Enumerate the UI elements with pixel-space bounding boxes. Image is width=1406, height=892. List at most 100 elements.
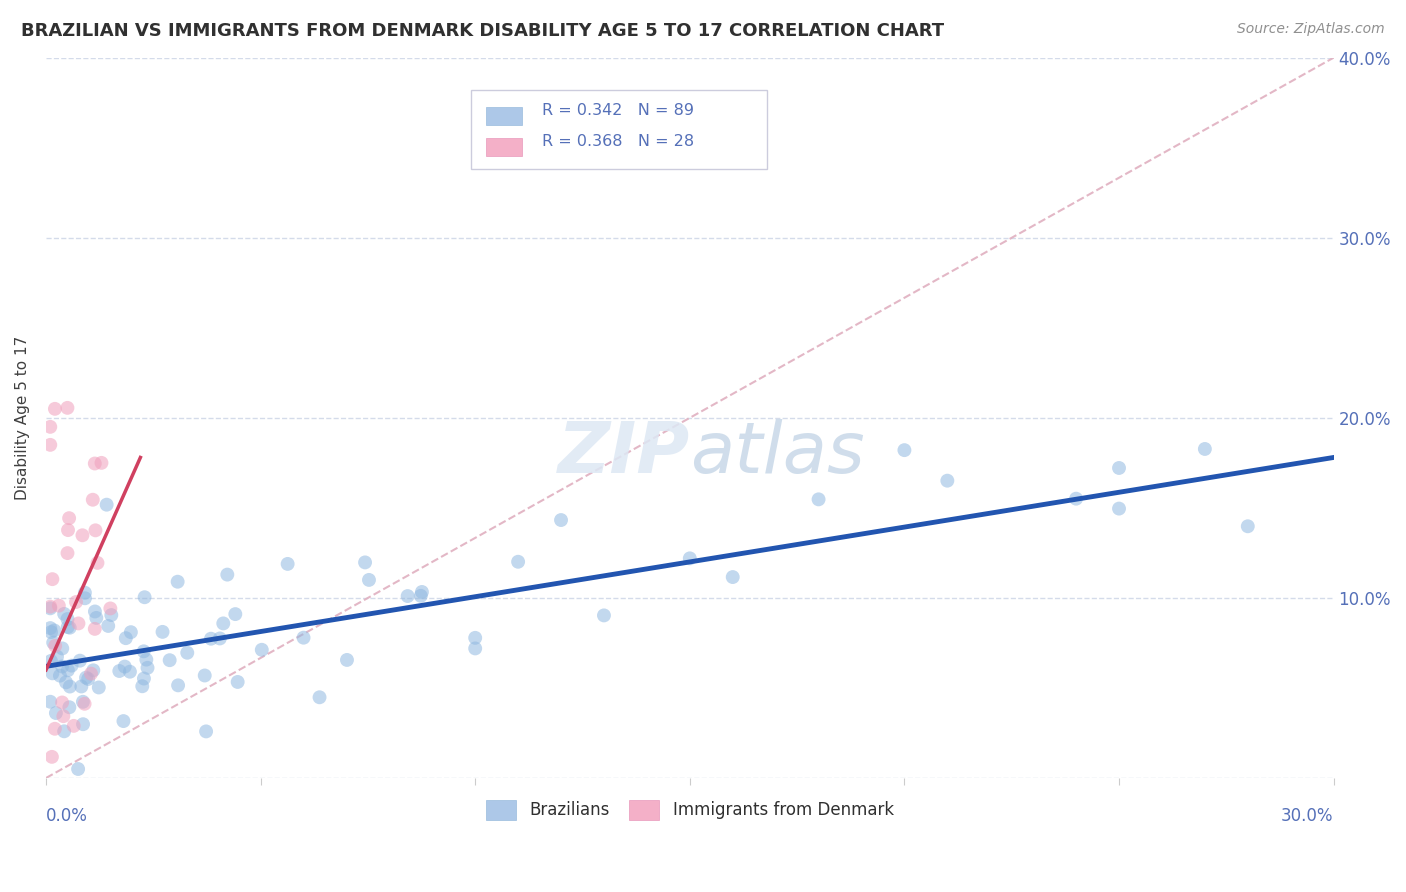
Bar	[486, 138, 523, 156]
Point	[56, 401, 79, 415]
Point	[73, 591, 96, 606]
Point	[159, 653, 181, 667]
Point	[100, 608, 122, 623]
Point	[82, 663, 104, 677]
Point	[83, 457, 105, 471]
Point	[87, 681, 110, 695]
Point	[84, 605, 107, 619]
Point	[70, 680, 93, 694]
Point	[39, 695, 62, 709]
Point	[679, 551, 702, 566]
Point	[62, 719, 84, 733]
Point	[53, 724, 76, 739]
Point	[354, 555, 377, 569]
Point	[152, 624, 174, 639]
Point	[250, 642, 273, 657]
Point	[80, 666, 103, 681]
Point	[41, 666, 63, 681]
Point	[550, 513, 572, 527]
Point	[72, 695, 94, 709]
Point	[90, 456, 112, 470]
Point	[194, 668, 217, 682]
Text: 30.0%: 30.0%	[1281, 807, 1334, 825]
Point	[42, 635, 65, 649]
Point	[97, 619, 120, 633]
Point	[807, 492, 830, 507]
Point	[58, 511, 80, 525]
Point	[39, 601, 62, 615]
Point	[134, 591, 156, 605]
Point	[48, 599, 70, 613]
Point	[56, 546, 79, 560]
Text: atlas: atlas	[690, 419, 865, 488]
Point	[1108, 461, 1130, 475]
Point	[39, 438, 62, 452]
Point	[86, 611, 108, 625]
Point	[409, 589, 432, 603]
Point	[136, 661, 159, 675]
Point	[44, 401, 66, 416]
Point	[131, 679, 153, 693]
Point	[464, 641, 486, 656]
Point	[118, 665, 141, 679]
Point	[73, 697, 96, 711]
Point	[56, 523, 79, 537]
Point	[464, 631, 486, 645]
Point	[49, 668, 72, 682]
Point	[98, 601, 121, 615]
Point	[132, 644, 155, 658]
Text: ZIP: ZIP	[558, 419, 690, 488]
Point	[72, 528, 94, 542]
Bar	[486, 106, 523, 125]
Point	[46, 649, 69, 664]
Point	[114, 659, 136, 673]
Y-axis label: Disability Age 5 to 17: Disability Age 5 to 17	[15, 335, 30, 500]
Point	[44, 639, 66, 653]
Point	[75, 671, 97, 685]
Point	[39, 599, 62, 614]
Point	[55, 675, 77, 690]
Point	[411, 585, 433, 599]
Point	[82, 492, 104, 507]
Point	[508, 555, 530, 569]
Point	[1194, 442, 1216, 456]
Point	[120, 625, 142, 640]
Point	[44, 722, 66, 736]
Point	[176, 646, 198, 660]
FancyBboxPatch shape	[471, 90, 768, 169]
Point	[67, 762, 90, 776]
Point	[53, 607, 76, 621]
Point	[56, 612, 79, 626]
Text: 0.0%: 0.0%	[46, 807, 87, 825]
Point	[593, 608, 616, 623]
Point	[69, 654, 91, 668]
Point	[51, 659, 73, 673]
Point	[195, 724, 218, 739]
Point	[226, 675, 249, 690]
Point	[112, 714, 135, 728]
Point	[721, 570, 744, 584]
Point	[86, 556, 108, 570]
Point	[277, 557, 299, 571]
Legend: Brazilians, Immigrants from Denmark: Brazilians, Immigrants from Denmark	[485, 800, 894, 820]
Point	[336, 653, 359, 667]
Point	[396, 589, 419, 603]
Point	[166, 574, 188, 589]
Point	[292, 631, 315, 645]
Point	[39, 621, 62, 635]
Point	[217, 567, 239, 582]
Point	[72, 717, 94, 731]
Point	[893, 443, 915, 458]
Point	[56, 663, 79, 677]
Point	[45, 706, 67, 720]
Point	[135, 652, 157, 666]
Point	[65, 595, 87, 609]
Point	[59, 680, 82, 694]
Point	[200, 632, 222, 646]
Point	[39, 625, 62, 640]
Point	[59, 621, 82, 635]
Point	[84, 524, 107, 538]
Point	[96, 498, 118, 512]
Point	[52, 709, 75, 723]
Point	[224, 607, 246, 621]
